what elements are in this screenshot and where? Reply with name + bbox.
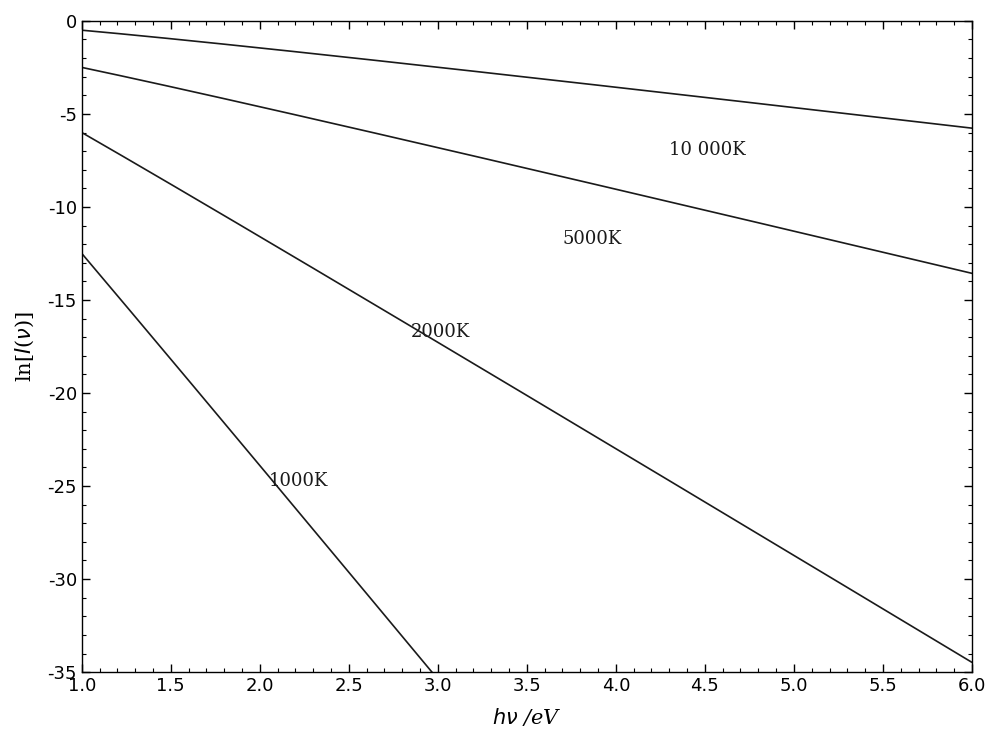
X-axis label: $h\nu$ /eV: $h\nu$ /eV [492,706,562,728]
Text: 2000K: 2000K [411,324,470,341]
Text: 1000K: 1000K [269,472,328,490]
Text: 10 000K: 10 000K [669,141,746,159]
Text: 5000K: 5000K [562,230,622,248]
Y-axis label: ln[$I$($\nu$)]: ln[$I$($\nu$)] [14,311,36,382]
